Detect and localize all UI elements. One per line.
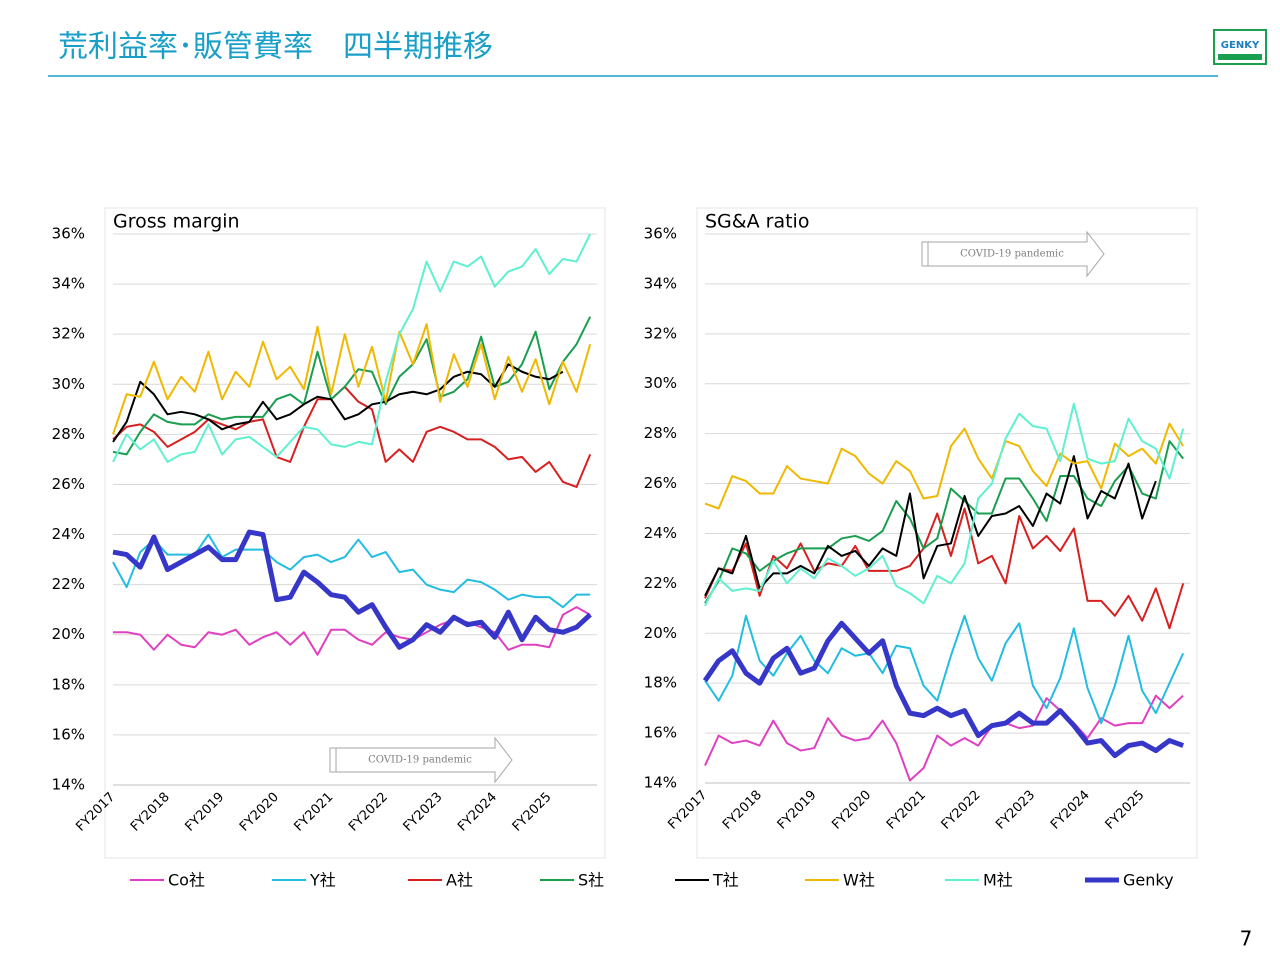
x-tick-label: FY2019	[775, 788, 820, 833]
series-line: W社	[704, 422, 1185, 510]
annotation-arrow	[329, 736, 513, 784]
logo: GENKY	[1221, 40, 1260, 51]
chart-frame	[696, 207, 1198, 859]
annotation-arrow	[921, 230, 1105, 278]
series-line: M社	[704, 402, 1185, 607]
legend-label: Y社	[309, 871, 336, 890]
x-tick-label: FY2021	[884, 788, 929, 833]
annotation-mark	[329, 747, 337, 773]
x-tick-label: FY2025	[1103, 788, 1148, 833]
series-line: T社	[704, 455, 1157, 597]
y-tick-label: 32%	[52, 325, 85, 343]
legend-label: Genky	[1123, 871, 1174, 890]
x-tick-label: FY2022	[346, 790, 391, 835]
x-tick-label: FY2018	[720, 788, 765, 833]
y-tick-label: 26%	[52, 475, 85, 493]
y-tick-label: 36%	[52, 225, 85, 243]
x-tick-label: FY2025	[510, 790, 555, 835]
x-tick-label: FY2024	[455, 790, 500, 835]
y-tick-label: 16%	[52, 725, 85, 743]
series-line: S社	[704, 440, 1184, 604]
series-line: T社	[112, 363, 564, 443]
y-tick-label: 34%	[644, 274, 677, 292]
y-tick-label: 34%	[52, 275, 85, 293]
y-tick-label: 30%	[52, 375, 85, 393]
legend: Co社 Y社 A社 S社 T社 W社 M社 Genky	[130, 871, 1174, 890]
logo-bar	[1218, 54, 1262, 60]
x-tick-label: FY2022	[939, 788, 984, 833]
series-line: Genky	[702, 620, 1185, 759]
legend-label: W社	[843, 871, 875, 890]
y-tick-label: 22%	[52, 575, 85, 593]
legend-label: T社	[712, 871, 739, 890]
y-tick-label: 24%	[52, 525, 85, 543]
series-line: Y社	[704, 614, 1185, 725]
legend-label: A社	[446, 871, 473, 890]
x-tick-label: FY2020	[829, 788, 874, 833]
series-line: A社	[112, 385, 592, 488]
y-tick-label: 20%	[52, 625, 85, 643]
y-tick-label: 14%	[52, 776, 85, 794]
x-tick-label: FY2018	[128, 790, 173, 835]
y-tick-label: 36%	[644, 225, 677, 243]
y-tick-label: 22%	[644, 574, 677, 592]
series-line: M社	[112, 233, 592, 463]
series-line: S社	[112, 316, 592, 456]
x-tick-label: FY2021	[292, 790, 337, 835]
y-tick-label: 20%	[644, 624, 677, 642]
x-tick-label: FY2023	[401, 790, 446, 835]
y-tick-label: 30%	[644, 374, 677, 392]
y-tick-label: 26%	[644, 474, 677, 492]
y-tick-label: 16%	[644, 724, 677, 742]
page-number: 7	[1240, 927, 1253, 951]
chart-title: SG&A ratio	[705, 211, 809, 233]
series-line: Y社	[112, 533, 591, 609]
y-tick-label: 18%	[52, 675, 85, 693]
y-tick-label: 14%	[644, 774, 677, 792]
series-line: A社	[704, 507, 1185, 630]
legend-label: M社	[983, 871, 1013, 890]
series-line: Genky	[112, 529, 592, 650]
y-tick-label: 28%	[52, 425, 85, 443]
chart-frame	[104, 207, 606, 859]
annotation: COVID-19 pandemic	[960, 249, 1064, 260]
x-tick-label: FY2019	[182, 790, 227, 835]
x-tick-label: FY2024	[1048, 788, 1093, 833]
x-tick-label: FY2017	[73, 790, 118, 835]
slide-title: 荒利益率･販管費率 四半期推移	[58, 30, 493, 65]
y-tick-label: 28%	[644, 424, 677, 442]
x-tick-label: FY2023	[993, 788, 1038, 833]
legend-label: S社	[578, 871, 604, 890]
x-tick-label: FY2020	[237, 790, 282, 835]
legend-label: Co社	[168, 871, 205, 890]
y-tick-label: 32%	[644, 324, 677, 342]
annotation-mark	[921, 241, 929, 267]
y-tick-label: 18%	[644, 674, 677, 692]
y-tick-label: 24%	[644, 524, 677, 542]
annotation: COVID-19 pandemic	[368, 755, 472, 766]
series-line: Co社	[113, 606, 591, 656]
series-line: Co社	[704, 694, 1184, 782]
x-tick-label: FY2017	[665, 788, 710, 833]
chart-title: Gross margin	[113, 211, 240, 233]
series-line: W社	[112, 323, 592, 435]
